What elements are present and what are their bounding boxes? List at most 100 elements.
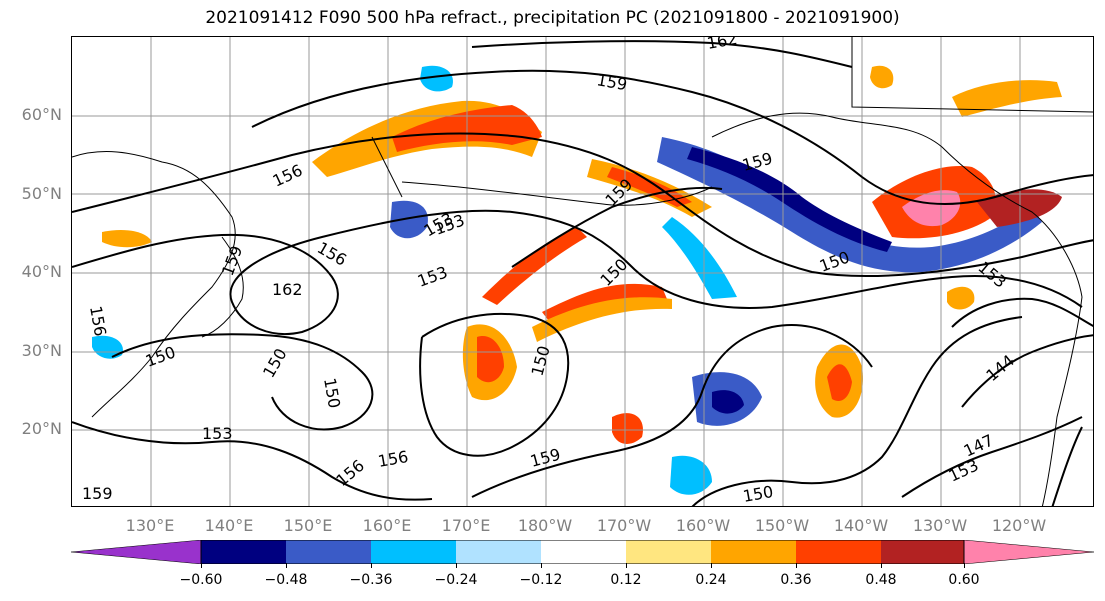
- colorbar-tickmark: [456, 563, 457, 568]
- colorbar-tickmark: [201, 563, 202, 568]
- precip-red-se: [827, 364, 852, 402]
- precip-pink-core: [902, 190, 961, 227]
- colorbar-swatch: [201, 540, 286, 564]
- contour-label: 156: [86, 304, 110, 337]
- colorbar-tickmark: [371, 563, 372, 568]
- contour-150-se: [691, 316, 1023, 506]
- kamchatka-coast: [371, 136, 403, 198]
- contour-156-south: [72, 421, 433, 501]
- na-west-coast: [1041, 296, 1083, 506]
- lon-label-160e: 160°E: [362, 516, 412, 535]
- lat-label-60n: 60°N: [21, 105, 62, 124]
- lon-label-170e: 170°E: [441, 516, 491, 535]
- contour-label: 156: [376, 447, 409, 471]
- lat-label-20n: 20°N: [21, 419, 62, 438]
- aleutian-chain: [401, 181, 713, 206]
- colorbar-swatch: [626, 540, 711, 564]
- colorbar-swatch: [541, 540, 626, 564]
- colorbar-swatch: [711, 540, 796, 564]
- colorbar-tickmark: [286, 563, 287, 568]
- colorbar-swatch: [286, 540, 371, 564]
- contour-162-north: [471, 40, 853, 68]
- precip-navy-sw: [712, 390, 744, 414]
- asia-coast: [72, 151, 236, 418]
- contour-label: 150: [320, 376, 344, 409]
- refractivity-contours: [72, 40, 1093, 506]
- lon-label-140w: 140°W: [833, 516, 889, 535]
- coastlines: [72, 37, 1093, 506]
- colorbar-tickmark: [881, 563, 882, 568]
- colorbar-tick-label: −0.36: [349, 572, 393, 588]
- colorbar: [71, 540, 1094, 564]
- contour-label: 162: [705, 37, 738, 53]
- colorbar-tick-label: 0.12: [610, 572, 642, 588]
- map-canvas: 162 159 156 153 156 162 159 156 150 150 …: [72, 37, 1093, 506]
- contour-label: 150: [528, 344, 554, 378]
- lon-label-120w: 120°W: [991, 516, 1047, 535]
- lon-label-130w: 130°W: [912, 516, 968, 535]
- contour-156-north: [72, 132, 1093, 278]
- colorbar-tick-label: −0.12: [519, 572, 563, 588]
- contour-label: 159: [740, 149, 774, 175]
- colorbar-swatch: [796, 540, 881, 564]
- lat-label-40n: 40°N: [21, 262, 62, 281]
- colorbar-tick-label: 0.60: [948, 572, 980, 588]
- contour-159-south: [471, 324, 873, 498]
- colorbar-swatch-extend-high: [963, 540, 1094, 564]
- contour-label: 159: [595, 70, 628, 94]
- contour-label: 159: [82, 484, 113, 503]
- precip-red-south: [477, 336, 504, 383]
- colorbar-swatch: [371, 540, 456, 564]
- contour-label: 150: [741, 482, 774, 506]
- contour-label: 150: [817, 247, 852, 275]
- contour-153-mid: [72, 209, 1083, 335]
- precip-orange-diag: [532, 297, 672, 342]
- contour-label: 150: [143, 342, 178, 370]
- colorbar-swatch-extend-low: [71, 540, 202, 564]
- precip-shading: [92, 65, 1062, 495]
- precip-red-diag-1: [482, 227, 587, 305]
- colorbar-tick-label: −0.48: [264, 572, 308, 588]
- precip-orange-west: [102, 230, 152, 248]
- colorbar-tickmark: [541, 563, 542, 568]
- contour-label: 159: [528, 445, 562, 471]
- lon-label-170w: 170°W: [596, 516, 652, 535]
- colorbar-tick-label: 0.48: [865, 572, 897, 588]
- contour-label: 153: [946, 455, 982, 485]
- contour-label: 153: [202, 424, 233, 443]
- contour-label: 162: [272, 280, 303, 299]
- contour-159-mid: [511, 186, 723, 268]
- lon-label-140e: 140°E: [204, 516, 254, 535]
- lon-label-150e: 150°E: [283, 516, 333, 535]
- colorbar-tick-label: 0.24: [695, 572, 727, 588]
- precip-orange-nw: [870, 65, 894, 89]
- contour-label: 153: [415, 262, 450, 290]
- map-title: 2021091412 F090 500 hPa refract., precip…: [205, 8, 900, 28]
- lon-label-160w: 160°W: [675, 516, 731, 535]
- precip-blue-west: [390, 200, 428, 239]
- lat-label-30n: 30°N: [21, 341, 62, 360]
- contour-153-se: [1051, 426, 1083, 506]
- lat-label-50n: 50°N: [21, 184, 62, 203]
- precip-cyan-south: [670, 455, 712, 495]
- lon-label-130e: 130°E: [125, 516, 175, 535]
- colorbar-tick-label: −0.24: [434, 572, 478, 588]
- colorbar-swatch: [456, 540, 541, 564]
- map-panel: 162 159 156 153 156 162 159 156 150 150 …: [71, 36, 1094, 507]
- contour-label: 153: [974, 258, 1010, 292]
- colorbar-tick-label: −0.60: [179, 572, 223, 588]
- contour-153-east: [951, 297, 1093, 328]
- contour-label: 156: [314, 238, 350, 270]
- contour-150-south: [111, 333, 374, 431]
- contour-144-se: [961, 334, 1093, 408]
- contour-159-north: [251, 69, 1093, 205]
- lon-label-150w: 150°W: [754, 516, 810, 535]
- precip-cyan-edge: [662, 217, 737, 299]
- colorbar-swatch: [881, 540, 964, 564]
- colorbar-tickmark: [964, 563, 965, 568]
- contour-label: 156: [270, 160, 306, 190]
- contour-150-central: [419, 312, 570, 457]
- colorbar-tick-label: 0.36: [780, 572, 812, 588]
- colorbar-tickmark: [626, 563, 627, 568]
- precip-red-low: [612, 413, 643, 444]
